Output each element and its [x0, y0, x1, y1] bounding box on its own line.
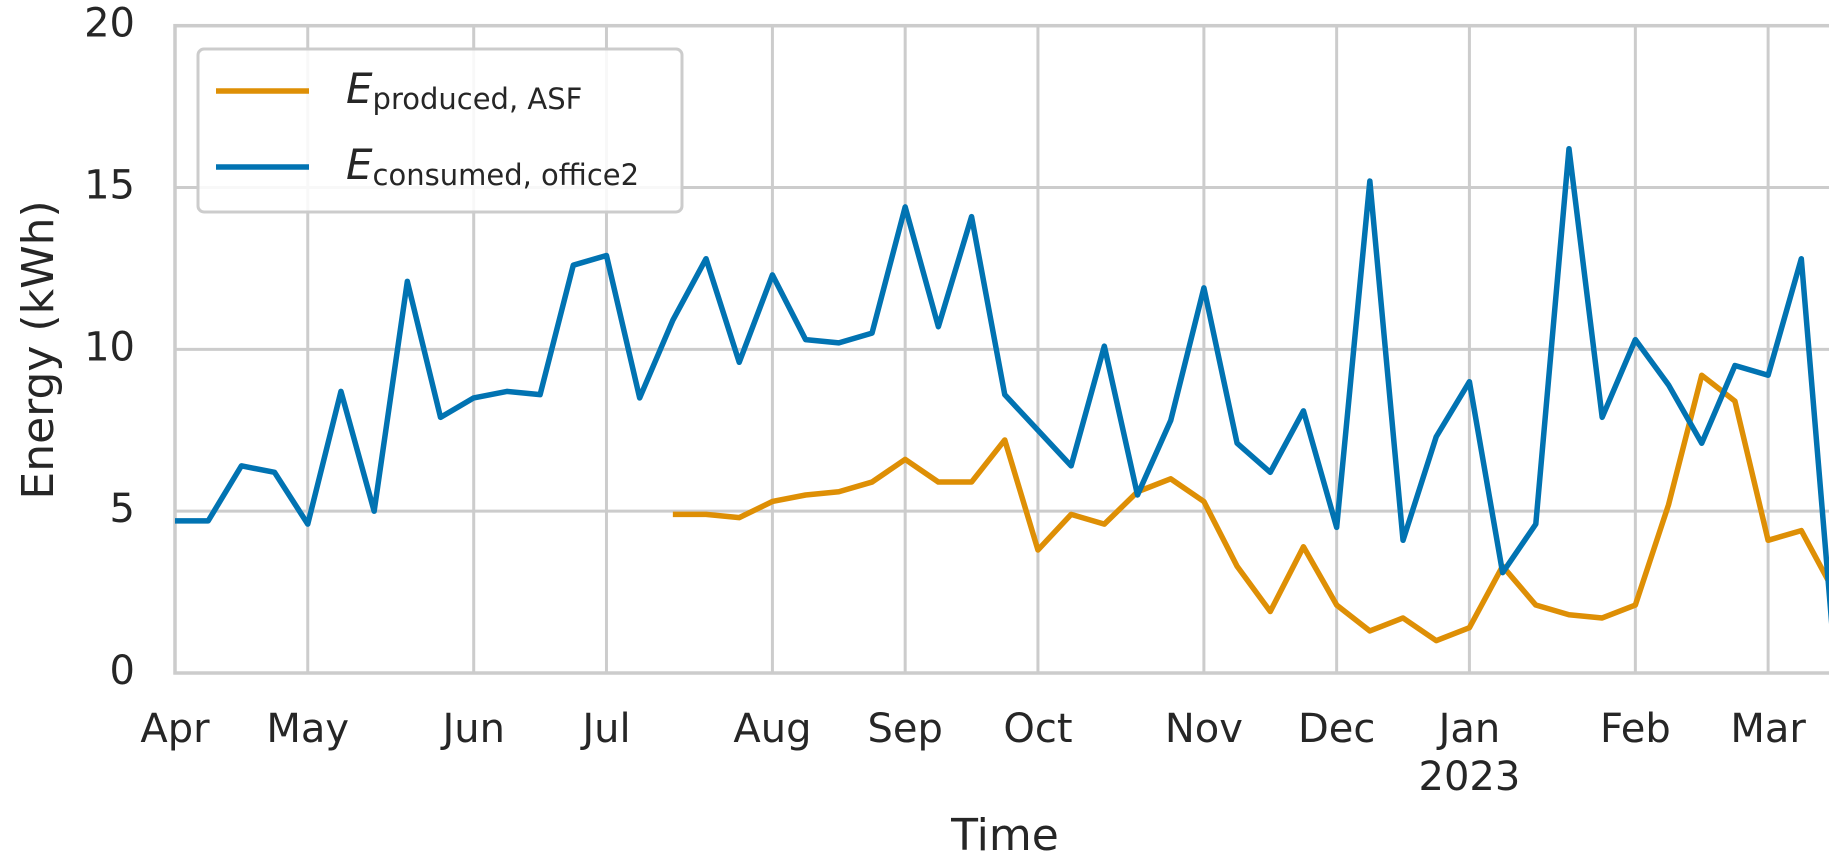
x-tick-label: Jun: [439, 706, 505, 752]
x-tick-label: Feb: [1600, 706, 1671, 752]
labels: 0 5 10 15 20 Apr May Jun Jul Aug Sep Oct Nov Dec Jan 20…: [84, 1, 1806, 800]
x-tick-label: Nov: [1165, 706, 1243, 752]
x-tick-label: Mar: [1730, 706, 1806, 752]
plot-area: [175, 145, 1829, 644]
legend-label: Eproduced, ASF: [346, 64, 582, 117]
x-tick-label: Dec: [1298, 706, 1375, 752]
legend-label: Econsumed, office2: [346, 140, 639, 193]
x-tick-label: Apr: [140, 706, 210, 752]
x-tick-label: May: [266, 706, 349, 752]
y-tick-label: 10: [84, 324, 135, 370]
x-tick-label: Jan 2023: [1419, 706, 1521, 800]
grid: [173, 23, 1829, 675]
legend-subscript: produced, ASF: [373, 82, 583, 116]
y-tick-label: 20: [84, 1, 135, 47]
x-tick-label: Jul: [579, 706, 630, 752]
y-axis-label: Energy (kWh): [13, 200, 64, 499]
x-tick-label: Aug: [733, 706, 811, 752]
legend-box: [196, 47, 684, 214]
x-tick-label: Oct: [1003, 706, 1072, 752]
y-tick-label: 5: [110, 486, 135, 532]
legend-symbol: E: [346, 64, 373, 113]
y-tick-label: 0: [110, 648, 135, 694]
x-tick-label: Sep: [867, 706, 942, 752]
data-line: [672, 372, 1829, 644]
plot-frame: [173, 23, 1829, 675]
x-axis-label: Time: [950, 810, 1059, 861]
legend-subscript: consumed, office2: [373, 158, 640, 192]
data-line: [175, 145, 1829, 624]
y-tick-label: 15: [84, 163, 135, 209]
legend-symbol: E: [346, 140, 373, 189]
